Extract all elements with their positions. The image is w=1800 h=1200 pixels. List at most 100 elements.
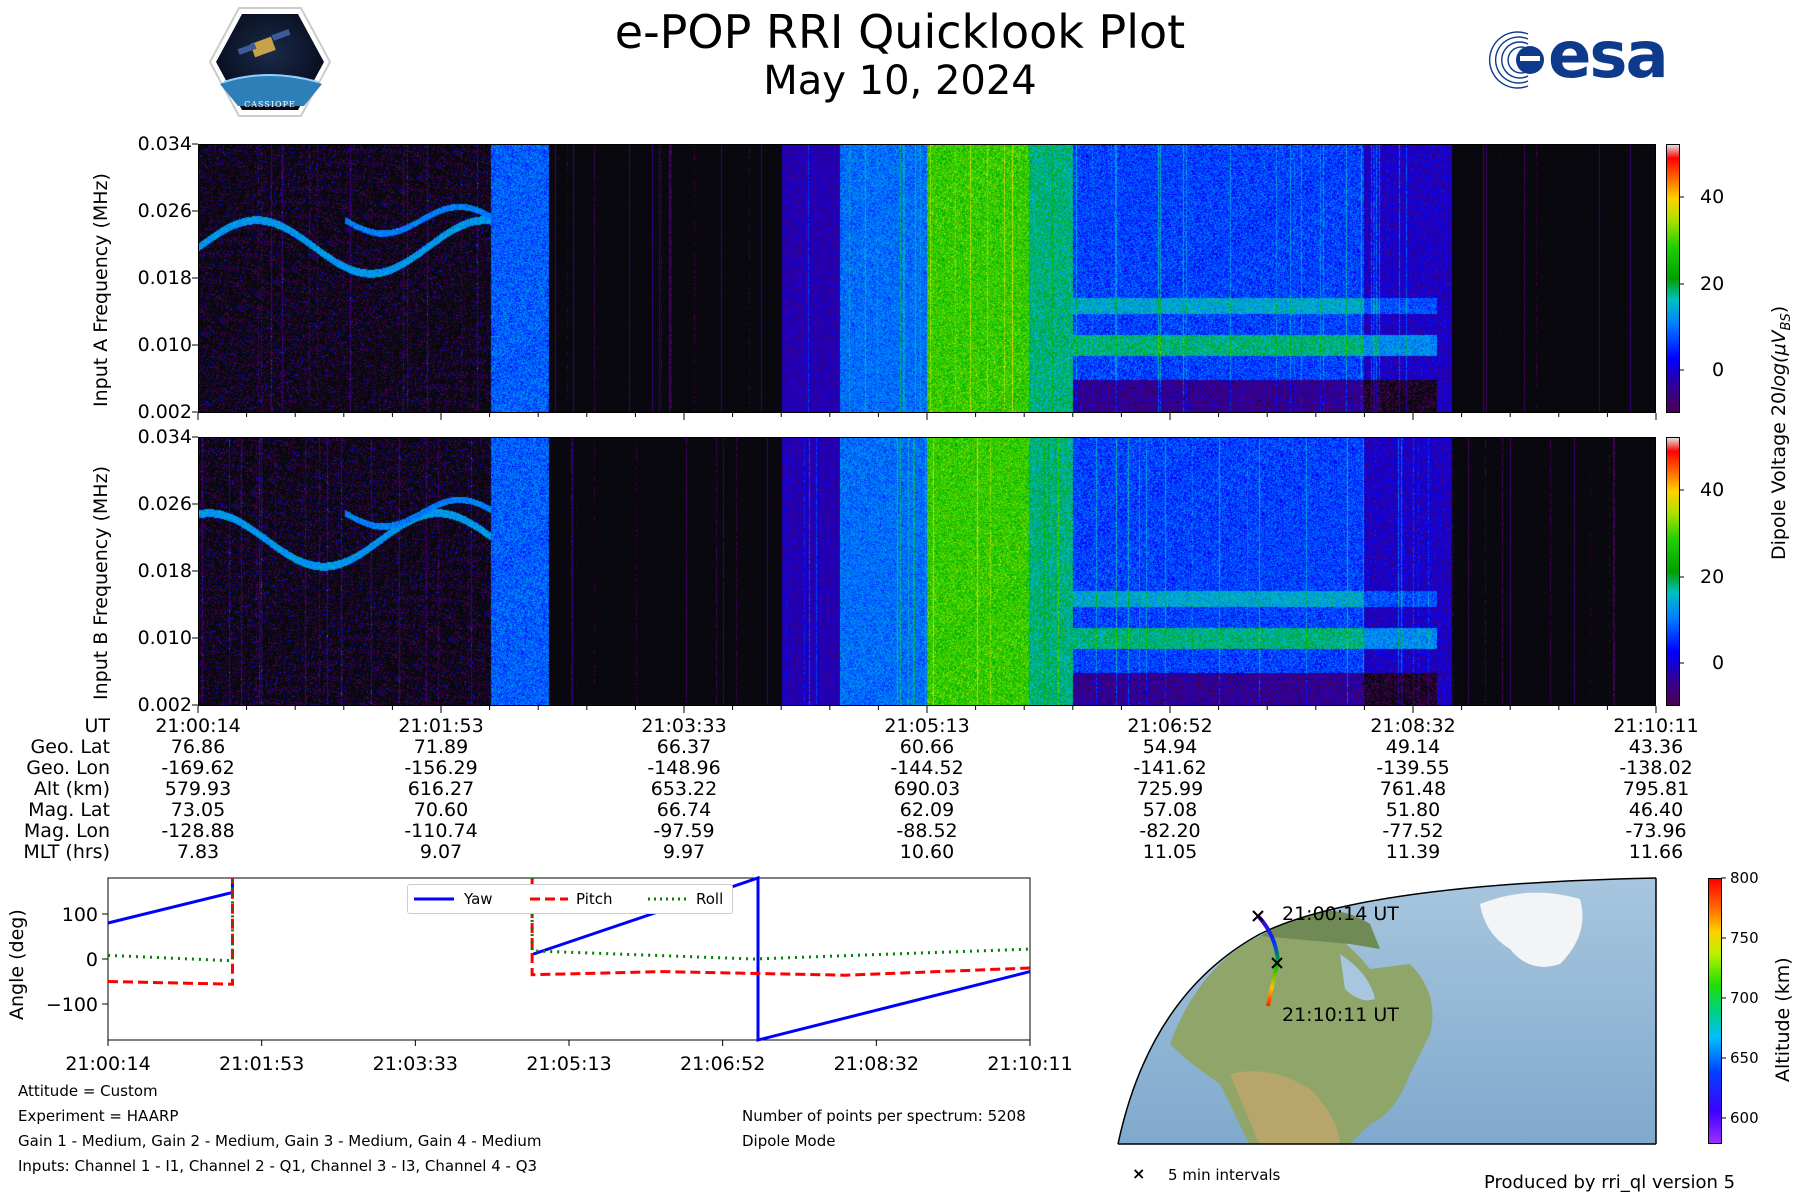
ephemeris-cell-6-5: -73.96 [1625, 820, 1687, 842]
ephemeris-cell-4-4: 57.08 [1142, 799, 1198, 821]
attitude-series-pitch-0 [107, 878, 234, 986]
ephemeris-cell-6-0: 21:10:11 [1613, 715, 1699, 737]
footer-text: Produced by rri_ql version 5 [1484, 1172, 1736, 1193]
map-svg [1117, 877, 1657, 1145]
map-legend-marker: × [1132, 1164, 1146, 1183]
attitude-legend: Yaw Pitch Roll [407, 884, 733, 914]
colorbar-a-tick-20: 20 [1700, 273, 1725, 295]
legend-pitch: Pitch [576, 890, 613, 908]
ytick-a-3: 0.010 [137, 334, 192, 356]
altitude-colorbar-label: Altitude (km) [1772, 957, 1794, 1082]
ephemeris-cell-2-4: 66.74 [656, 799, 712, 821]
attitude-ytick-label-0: 100 [62, 904, 98, 926]
ephemeris-cell-5-1: 49.14 [1385, 736, 1441, 758]
ephemeris-cell-1-0: 21:01:53 [398, 715, 484, 737]
map-legend-text: 5 min intervals [1168, 1166, 1281, 1184]
alt-tick-600: 600 [1730, 1109, 1759, 1127]
ephemeris-cell-3-3: 690.03 [893, 778, 961, 800]
alt-tick-750: 750 [1730, 929, 1759, 947]
colorbar-label-sub: BS [1778, 313, 1794, 331]
ephemeris-cell-0-1: 76.86 [170, 736, 226, 758]
note-points: Number of points per spectrum: 5208 [742, 1107, 1026, 1125]
ephemeris-cell-6-1: 43.36 [1628, 736, 1684, 758]
ephemeris-cell-0-0: 21:00:14 [155, 715, 241, 737]
colorbar-b-tick-20: 20 [1700, 566, 1725, 588]
ephemeris-cell-5-4: 51.80 [1385, 799, 1441, 821]
esa-logo: esa [1478, 24, 1688, 90]
page-title: e-POP RRI Quicklook Plot [614, 5, 1186, 59]
colorbar-b-tick-40: 40 [1700, 479, 1725, 501]
ytick-b-4: 0.002 [137, 694, 192, 716]
ephemeris-cell-4-5: -82.20 [1139, 820, 1201, 842]
colorbar-label-main: Dipole Voltage 20 [1768, 391, 1790, 560]
ytick-b-0: 0.034 [137, 426, 192, 448]
note-attitude: Attitude = Custom [18, 1082, 158, 1100]
attitude-xtick-label-3: 21:05:13 [526, 1053, 611, 1075]
note-gains: Gain 1 - Medium, Gain 2 - Medium, Gain 3… [18, 1132, 542, 1150]
ytick-a-0: 0.034 [137, 133, 192, 155]
attitude-ytick-label-1: 0 [86, 949, 98, 971]
ephemeris-cell-3-5: -88.52 [896, 820, 958, 842]
colorbar-a-tick-40: 40 [1700, 186, 1725, 208]
alt-tick-800: 800 [1730, 869, 1759, 887]
ytick-b-3: 0.010 [137, 627, 192, 649]
spectrogram-a [198, 144, 1656, 413]
attitude-xtick-label-4: 21:06:52 [680, 1053, 765, 1075]
ephemeris-cell-4-0: 21:06:52 [1127, 715, 1213, 737]
page-date: May 10, 2024 [763, 58, 1037, 104]
ephemeris-cell-5-6: 11.39 [1385, 841, 1441, 863]
ytick-b-1: 0.026 [137, 493, 192, 515]
spectrogram-b-ylabel: Input B Frequency (MHz) [90, 466, 112, 700]
ephemeris-cell-6-3: 795.81 [1622, 778, 1690, 800]
altitude-colorbar [1708, 878, 1722, 1144]
attitude-xtick-label-5: 21:08:32 [834, 1053, 919, 1075]
colorbar-tickmarks [1679, 196, 1684, 664]
ephemeris-cell-2-6: 9.97 [662, 841, 706, 863]
ephemeris-cell-3-1: 60.66 [899, 736, 955, 758]
ephemeris-cell-0-3: 579.93 [164, 778, 232, 800]
colorbar-b [1666, 437, 1680, 706]
colorbar-a [1666, 144, 1680, 413]
ephemeris-label-6: MLT (hrs) [23, 841, 110, 863]
ephemeris-cell-6-6: 11.66 [1628, 841, 1684, 863]
ephemeris-label-2: Geo. Lon [26, 757, 110, 779]
ephemeris-cell-2-1: 66.37 [656, 736, 712, 758]
ephemeris-cell-1-3: 616.27 [407, 778, 475, 800]
note-experiment: Experiment = HAARP [18, 1107, 179, 1125]
attitude-xtick-label-2: 21:03:33 [373, 1053, 458, 1075]
colorbar-label-end: ) [1768, 305, 1790, 314]
ephemeris-cell-0-6: 7.83 [176, 841, 220, 863]
ephemeris-label-3: Alt (km) [33, 778, 110, 800]
ephemeris-label-4: Mag. Lat [28, 799, 110, 821]
ephemeris-cell-3-2: -144.52 [890, 757, 964, 779]
colorbar-label: Dipole Voltage 20log(μVBS) [1768, 306, 1794, 560]
spectrogram-a-ylabel: Input A Frequency (MHz) [90, 173, 112, 407]
ephemeris-cell-1-2: -156.29 [404, 757, 478, 779]
map-start-label: 21:00:14 UT [1282, 903, 1399, 925]
ephemeris-cell-1-5: -110.74 [404, 820, 478, 842]
ephemeris-cell-1-1: 71.89 [413, 736, 469, 758]
ytick-a-1: 0.026 [137, 200, 192, 222]
ytick-a-4: 0.002 [137, 401, 192, 423]
ephemeris-cell-5-2: -139.55 [1376, 757, 1450, 779]
ephemeris-cell-3-0: 21:05:13 [884, 715, 970, 737]
ephemeris-cell-3-6: 10.60 [899, 841, 955, 863]
ephemeris-cell-4-3: 725.99 [1136, 778, 1204, 800]
spectrogram-a-image [199, 145, 1655, 412]
ephemeris-cell-5-3: 761.48 [1379, 778, 1447, 800]
note-mode: Dipole Mode [742, 1132, 836, 1150]
attitude-xtick-label-1: 21:01:53 [219, 1053, 304, 1075]
alt-tick-700: 700 [1730, 989, 1759, 1007]
cassiope-logo-text: CASSIOPE [244, 100, 296, 109]
attitude-xtick-label-0: 21:00:14 [65, 1053, 150, 1075]
map-end-label: 21:10:11 UT [1282, 1004, 1399, 1026]
ephemeris-cell-0-2: -169.62 [161, 757, 235, 779]
attitude-xtick-label-6: 21:10:11 [987, 1053, 1072, 1075]
legend-yaw: Yaw [464, 890, 493, 908]
spectrogram-b [198, 437, 1656, 706]
attitude-series-roll-1 [530, 878, 1031, 961]
note-inputs: Inputs: Channel 1 - I1, Channel 2 - Q1, … [18, 1157, 538, 1175]
ephemeris-cell-4-2: -141.62 [1133, 757, 1207, 779]
ephemeris-cell-2-3: 653.22 [650, 778, 718, 800]
ephemeris-cell-0-5: -128.88 [161, 820, 235, 842]
